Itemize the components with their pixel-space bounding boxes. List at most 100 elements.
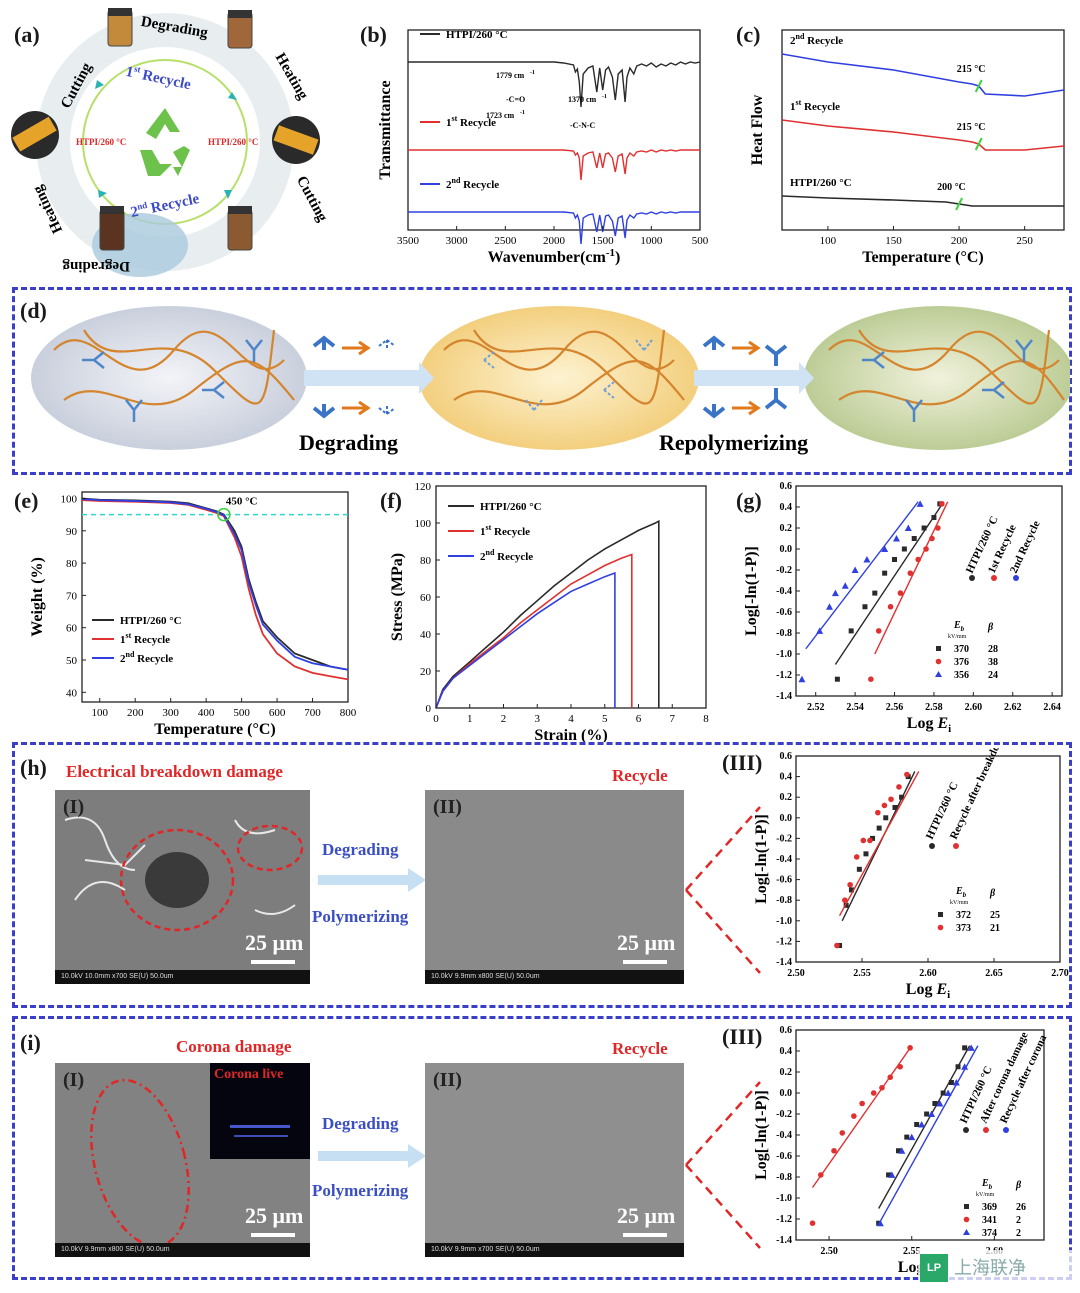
y-tick-label: -0.6 (776, 1151, 792, 1162)
data-point (898, 1147, 906, 1154)
x-tick-label: 100 (91, 707, 108, 719)
label-I: (I) (63, 796, 85, 818)
damage-circle (236, 824, 304, 872)
y-tick-label: -0.2 (776, 833, 792, 844)
weibull-chart-h: 2.50 2.55 2.60 2.65 2.70 -1.4 -1.2 -1.0 -0.8 -0.6… (753, 748, 1069, 1001)
sem-info-bar: 10.0kV 10.0mm x700 SE(U) 50.0um (55, 970, 310, 984)
data-point (848, 628, 854, 634)
y-tick-label: -1.4 (776, 691, 792, 702)
table-eb: 373 (956, 923, 971, 934)
x-axis-label: Temperature (°C) (862, 249, 983, 266)
data-point (921, 525, 927, 531)
data-point (879, 1084, 885, 1091)
cycle-arrow-icon (228, 92, 237, 100)
table-beta: 24 (988, 670, 998, 681)
legend-label: 1st Recycle (120, 631, 170, 646)
data-point (816, 627, 824, 634)
vial-icon (99, 206, 125, 251)
corona-live-inset: Corona live (210, 1063, 310, 1159)
tg-label: 215 °C (957, 64, 986, 75)
data-point (918, 1121, 926, 1128)
y-tick-label: 40 (420, 629, 432, 641)
onset-marker (217, 507, 231, 522)
data-point (948, 1080, 954, 1085)
weibull-chart-i: 2.502.552.60-1.4-1.2-1.0-0.8-0.6-0.4-0.2… (753, 1025, 1050, 1279)
sem-image-recycled-i: (II) 25 μm 10.0kV 9.9mm x700 SE(U) 50.0u… (425, 1063, 684, 1257)
table-eb: 341 (982, 1215, 997, 1226)
corona-glow (230, 1125, 290, 1128)
data-point (911, 536, 917, 541)
fit-line (874, 501, 949, 655)
legend-label: 1st Recycle (480, 523, 530, 538)
sem-info-bar: 10.0kV 9.9mm x800 SE(U) 50.0um (425, 970, 684, 984)
data-point (923, 546, 929, 552)
data-point (860, 837, 867, 844)
scale-label: 25 μm (245, 1203, 304, 1228)
y-tick-label: 80 (420, 555, 432, 567)
y-tick-label: 20 (420, 666, 432, 678)
watermark-logo-icon: LP (920, 1254, 948, 1282)
label-polymerizing-i: Polymerizing (312, 1181, 409, 1200)
scale-label: 25 μm (617, 1203, 676, 1228)
table-marker (935, 658, 942, 665)
y-tick-label: -0.8 (776, 628, 792, 639)
x-tick-label: 1 (467, 713, 473, 725)
x-tick-label: 2500 (494, 235, 517, 247)
damage-ellipse (90, 1078, 190, 1248)
panel-label-a: (a) (14, 22, 40, 47)
dsc-chart: 2nd Recycle 215 °C 1st Recycle 215 °C HTPI/2… (749, 29, 1065, 266)
y-tick-label: -0.2 (776, 565, 792, 576)
panel-label-h-III: (III) (722, 750, 763, 775)
process-arrow-head-icon (419, 362, 434, 394)
watermark: LP 上海联净 (918, 1250, 1078, 1286)
x-tick-label: 1000 (640, 235, 663, 247)
data-point (881, 545, 889, 552)
data-point (887, 603, 894, 610)
table-eb: 356 (954, 670, 969, 681)
y-axis-label: Stress (MPa) (389, 553, 406, 641)
data-point (915, 556, 921, 563)
y-tick-label: 80 (66, 558, 78, 570)
y-tick-label: 40 (66, 687, 78, 699)
y-tick-label: 0.2 (780, 523, 793, 534)
data-point (931, 515, 937, 520)
y-tick-label: 0.0 (780, 813, 793, 824)
zoom-connector (685, 806, 761, 974)
weibull-chart-g: 2.52 2.54 2.56 2.58 2.60 2.62 2.64 -1.4 -1.2 -1.0… (743, 481, 1063, 735)
y-tick-label: -1.4 (776, 957, 792, 968)
label-degrading-h: Degrading (322, 840, 399, 859)
x-tick-label: 2000 (543, 235, 566, 247)
table-beta: 21 (990, 923, 1000, 934)
legend-label: HTPI/260 °C (480, 501, 542, 513)
annotation: -C=O (506, 95, 525, 104)
x-tick-label: 2.70 (1051, 968, 1069, 979)
data-point (856, 866, 862, 872)
annotation: 1370 cm (568, 95, 597, 104)
tg-label: 200 °C (937, 182, 966, 193)
data-point (872, 590, 878, 596)
data-point (955, 1064, 961, 1070)
x-tick-label: 2.65 (985, 968, 1003, 979)
sem-info-bar: 10.0kV 9.9mm x700 SE(U) 50.0um (425, 1243, 684, 1257)
x-tick-label: 700 (304, 707, 321, 719)
label-II: (II) (433, 1069, 462, 1091)
label-cutting-right: Cutting (293, 173, 330, 224)
polymer-network-repolymerized (804, 306, 1070, 450)
scale-label: 25 μm (245, 930, 304, 955)
x-tick-label: 2.60 (919, 968, 937, 979)
data-point (842, 897, 848, 903)
x-tick-label: 2.56 (886, 702, 904, 713)
data-point (883, 815, 889, 821)
x-tick-label: 5 (602, 713, 608, 725)
sem-breakdown-texture (64, 816, 304, 932)
data-point (834, 676, 840, 682)
legend-label: 2nd Recycle (480, 548, 533, 563)
data-point (961, 1063, 969, 1070)
y-tick-label: -1.2 (776, 670, 792, 681)
table-header: β (987, 622, 994, 633)
data-point (886, 1172, 892, 1178)
data-point (882, 570, 888, 576)
data-point (888, 796, 894, 803)
y-axis-label: Log[-ln(1-P)] (743, 546, 760, 636)
panel-label-b: (b) (360, 22, 387, 47)
